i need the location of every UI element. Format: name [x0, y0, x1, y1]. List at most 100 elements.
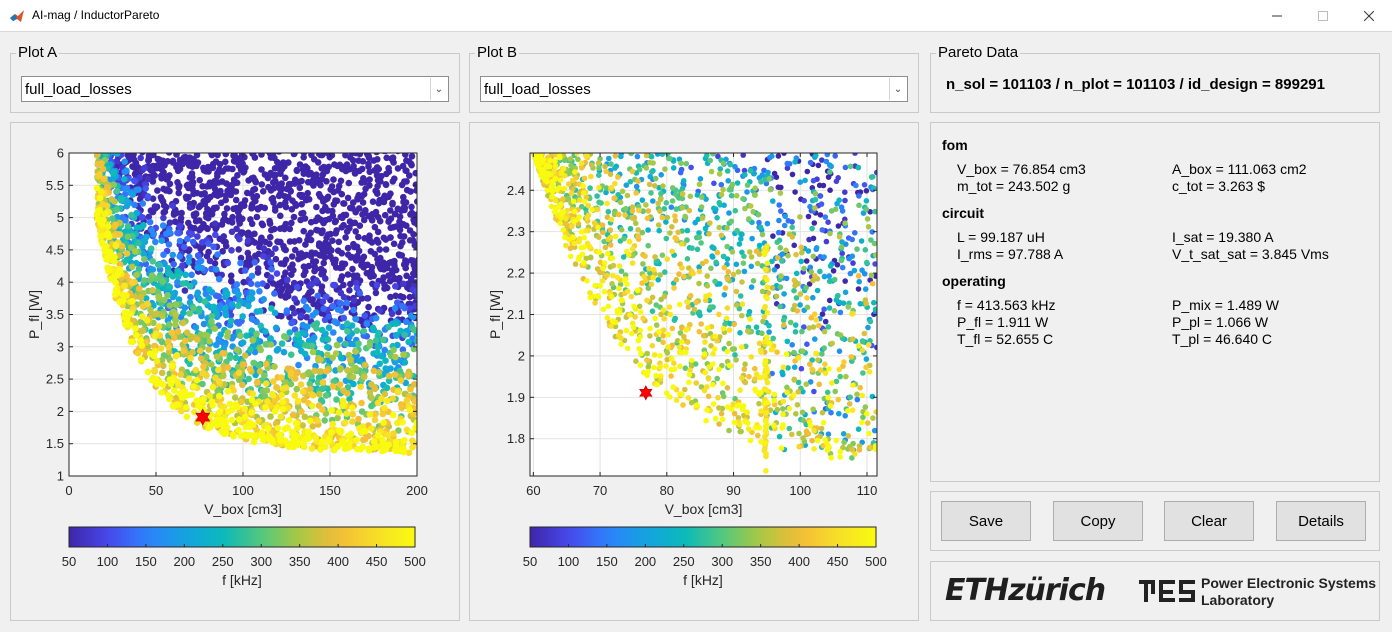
chevron-down-icon: ⌄: [889, 78, 906, 100]
plot-a-point: [313, 277, 320, 284]
plot-b-point: [671, 317, 678, 323]
plot-a-point: [98, 160, 105, 167]
plot-b-point: [757, 224, 764, 231]
plot-a-point: [254, 265, 262, 272]
plot-a-point: [352, 153, 360, 157]
plot-a-point: [176, 237, 184, 245]
plot-b-point: [784, 338, 791, 345]
plot-a-point: [152, 310, 160, 318]
plot-b-point: [679, 195, 686, 202]
plot-a-point: [239, 339, 247, 346]
plot-b-point: [860, 414, 866, 421]
plot-a-point: [388, 310, 396, 318]
plot-a-point: [249, 289, 256, 297]
plot-b-point: [718, 191, 725, 198]
plot-a-point: [241, 413, 249, 421]
plot-b-point: [779, 258, 785, 264]
plot-a-point: [143, 233, 150, 241]
plot-a-point: [377, 254, 384, 262]
plot-b-point: [742, 379, 749, 386]
plot-a-point: [173, 401, 180, 408]
plot-b-point: [656, 227, 662, 234]
plot-b-point: [874, 169, 877, 176]
plot-a-point: [347, 430, 355, 438]
plot-b-point: [865, 324, 871, 331]
plot-a-point: [342, 419, 349, 426]
minimize-button[interactable]: [1254, 0, 1300, 31]
plot-b-point: [762, 440, 769, 446]
plot-a-point: [262, 238, 269, 246]
plot-b-point: [761, 313, 768, 320]
plot-a-point: [278, 312, 285, 320]
plot-a-point: [293, 166, 301, 174]
plot-a-point: [112, 221, 119, 229]
plot-b-point: [607, 242, 614, 248]
plot-b-point: [738, 231, 744, 237]
plot-a-point: [413, 288, 417, 295]
plot-b-point: [621, 235, 627, 242]
plot-b-point: [695, 216, 701, 223]
plot-a-point: [189, 163, 196, 170]
plot-b-point: [798, 244, 805, 251]
plot-a-point: [405, 449, 413, 457]
plot-a-point: [325, 241, 332, 249]
plot-b-point: [841, 439, 847, 446]
maximize-button[interactable]: [1300, 0, 1346, 31]
plot-a-colorbar-tick-label: 200: [173, 554, 195, 569]
plot-b-point: [784, 384, 790, 391]
plot-a-point: [328, 183, 336, 190]
plot-b-point: [809, 366, 815, 372]
plot-a-point: [122, 217, 129, 224]
plot-a-point: [384, 397, 391, 405]
plot-b-point: [650, 266, 657, 273]
plot-a-dropdown[interactable]: full_load_losses ⌄: [21, 76, 449, 102]
plot-a-point: [332, 264, 340, 271]
plot-a-point: [280, 348, 288, 356]
plot-a-point: [329, 420, 337, 428]
plot-a-point: [220, 403, 228, 411]
plot-b-point: [560, 196, 566, 202]
plot-a-point: [257, 346, 264, 354]
plot-b-point: [596, 172, 602, 178]
plot-b-point: [812, 336, 818, 342]
plot-b-point: [668, 373, 674, 379]
plot-b-point: [791, 364, 798, 370]
plot-b-point: [712, 333, 719, 340]
plot-a-point: [215, 392, 223, 400]
plot-a-point: [326, 153, 334, 161]
plot-b-point: [784, 160, 791, 167]
plot-a-ylabel: P_fl [W]: [26, 290, 42, 339]
plot-b-point: [811, 220, 818, 226]
plot-b-point: [633, 358, 639, 364]
plot-a-point: [109, 170, 117, 177]
plot-a-point: [192, 324, 200, 331]
plot-a-point: [212, 231, 219, 239]
plot-a-point: [300, 372, 307, 380]
plot-b-point: [639, 197, 646, 203]
plot-a-point: [376, 307, 384, 314]
plot-a-point: [379, 436, 386, 444]
plot-b-point: [804, 341, 810, 347]
plot-a-ytick-label: 4: [57, 275, 64, 290]
plot-a-point: [366, 235, 373, 243]
plot-b-point: [837, 309, 844, 316]
plot-b-point: [855, 426, 862, 433]
plot-b-point: [600, 229, 606, 236]
plot-a-point: [180, 243, 188, 251]
close-button[interactable]: [1346, 0, 1392, 31]
plot-b-point: [829, 340, 835, 347]
plot-a-point: [403, 397, 411, 405]
plot-b-point: [703, 258, 709, 265]
plot-b-point: [753, 248, 760, 254]
plot-b-point: [796, 430, 802, 437]
plot-b-point: [753, 371, 760, 377]
plot-b-point: [687, 193, 694, 200]
plot-a-point: [138, 356, 145, 363]
plot-b-dropdown[interactable]: full_load_losses ⌄: [480, 76, 908, 102]
plot-a-point: [271, 225, 278, 233]
plot-b-point: [649, 294, 656, 301]
plot-a-point: [295, 255, 302, 263]
plot-b-point: [753, 324, 760, 330]
